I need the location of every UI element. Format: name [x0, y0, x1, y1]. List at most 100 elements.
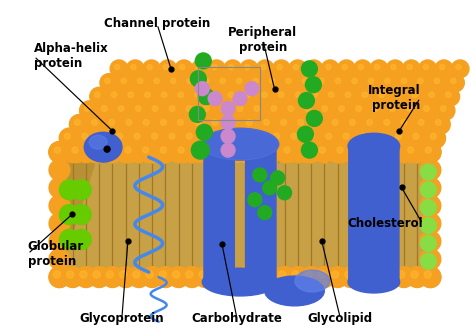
- Circle shape: [134, 133, 140, 139]
- Circle shape: [384, 271, 392, 278]
- Circle shape: [245, 64, 250, 70]
- Text: Globular
protein: Globular protein: [28, 240, 84, 268]
- Circle shape: [312, 92, 318, 97]
- Circle shape: [72, 180, 91, 200]
- Circle shape: [352, 78, 357, 84]
- Circle shape: [100, 74, 118, 92]
- Circle shape: [142, 142, 163, 162]
- Circle shape: [195, 119, 201, 125]
- Circle shape: [248, 267, 269, 287]
- Circle shape: [245, 82, 259, 95]
- Circle shape: [133, 271, 140, 278]
- Circle shape: [66, 271, 74, 278]
- Circle shape: [93, 271, 100, 278]
- Circle shape: [199, 271, 206, 278]
- Circle shape: [335, 78, 341, 84]
- Circle shape: [301, 61, 317, 77]
- Circle shape: [343, 133, 349, 139]
- Circle shape: [195, 92, 201, 97]
- Circle shape: [266, 101, 285, 120]
- Circle shape: [429, 74, 448, 92]
- Circle shape: [248, 193, 262, 207]
- Circle shape: [291, 87, 309, 106]
- Circle shape: [331, 74, 349, 92]
- Ellipse shape: [84, 132, 122, 162]
- Circle shape: [368, 101, 387, 120]
- Circle shape: [82, 133, 88, 139]
- Circle shape: [420, 142, 441, 162]
- Circle shape: [49, 267, 70, 287]
- Circle shape: [137, 142, 158, 162]
- Circle shape: [91, 119, 98, 125]
- Circle shape: [190, 87, 209, 106]
- Circle shape: [367, 267, 388, 287]
- Circle shape: [340, 87, 359, 106]
- Circle shape: [129, 128, 149, 148]
- Circle shape: [305, 271, 312, 278]
- Circle shape: [146, 271, 153, 278]
- Circle shape: [213, 147, 219, 153]
- Circle shape: [224, 60, 242, 78]
- Circle shape: [195, 142, 216, 162]
- Polygon shape: [59, 69, 460, 152]
- Circle shape: [99, 133, 105, 139]
- Circle shape: [121, 115, 141, 134]
- Circle shape: [160, 119, 166, 125]
- Circle shape: [384, 142, 405, 162]
- Circle shape: [289, 60, 307, 78]
- Ellipse shape: [265, 276, 324, 306]
- Circle shape: [420, 159, 441, 180]
- Circle shape: [207, 87, 226, 106]
- Circle shape: [110, 60, 128, 78]
- Circle shape: [401, 119, 407, 125]
- Circle shape: [340, 142, 361, 162]
- Circle shape: [90, 147, 96, 153]
- Circle shape: [368, 78, 374, 84]
- Circle shape: [191, 71, 206, 87]
- Circle shape: [358, 64, 364, 70]
- Circle shape: [195, 267, 216, 287]
- Circle shape: [393, 142, 414, 162]
- Circle shape: [327, 115, 347, 134]
- Circle shape: [66, 146, 74, 153]
- Circle shape: [401, 78, 407, 84]
- Circle shape: [164, 128, 184, 148]
- Circle shape: [249, 101, 268, 120]
- Circle shape: [278, 186, 292, 200]
- Circle shape: [113, 101, 133, 120]
- Text: Alpha-helix
protein: Alpha-helix protein: [34, 42, 109, 70]
- FancyBboxPatch shape: [203, 144, 235, 285]
- Circle shape: [49, 195, 70, 216]
- Circle shape: [235, 267, 255, 287]
- Circle shape: [232, 74, 250, 92]
- Circle shape: [340, 267, 361, 287]
- Circle shape: [118, 106, 124, 112]
- FancyBboxPatch shape: [245, 144, 277, 285]
- Circle shape: [273, 87, 292, 106]
- Circle shape: [64, 133, 71, 139]
- Circle shape: [182, 142, 202, 162]
- Circle shape: [419, 60, 437, 78]
- Circle shape: [128, 267, 149, 287]
- Circle shape: [156, 87, 175, 106]
- Circle shape: [256, 60, 274, 78]
- Circle shape: [190, 115, 210, 134]
- Circle shape: [152, 106, 158, 112]
- Text: Glycolipid: Glycolipid: [308, 312, 373, 325]
- Circle shape: [265, 146, 273, 153]
- Ellipse shape: [201, 128, 279, 160]
- Circle shape: [49, 142, 70, 162]
- Circle shape: [143, 60, 160, 78]
- Circle shape: [102, 142, 123, 162]
- Circle shape: [208, 142, 229, 162]
- Circle shape: [286, 78, 292, 84]
- Circle shape: [446, 74, 465, 92]
- Circle shape: [119, 146, 127, 153]
- Circle shape: [72, 205, 91, 224]
- Circle shape: [130, 101, 150, 120]
- Circle shape: [420, 253, 437, 269]
- Circle shape: [94, 92, 100, 97]
- Circle shape: [395, 92, 401, 97]
- Circle shape: [195, 53, 211, 69]
- Circle shape: [291, 133, 297, 139]
